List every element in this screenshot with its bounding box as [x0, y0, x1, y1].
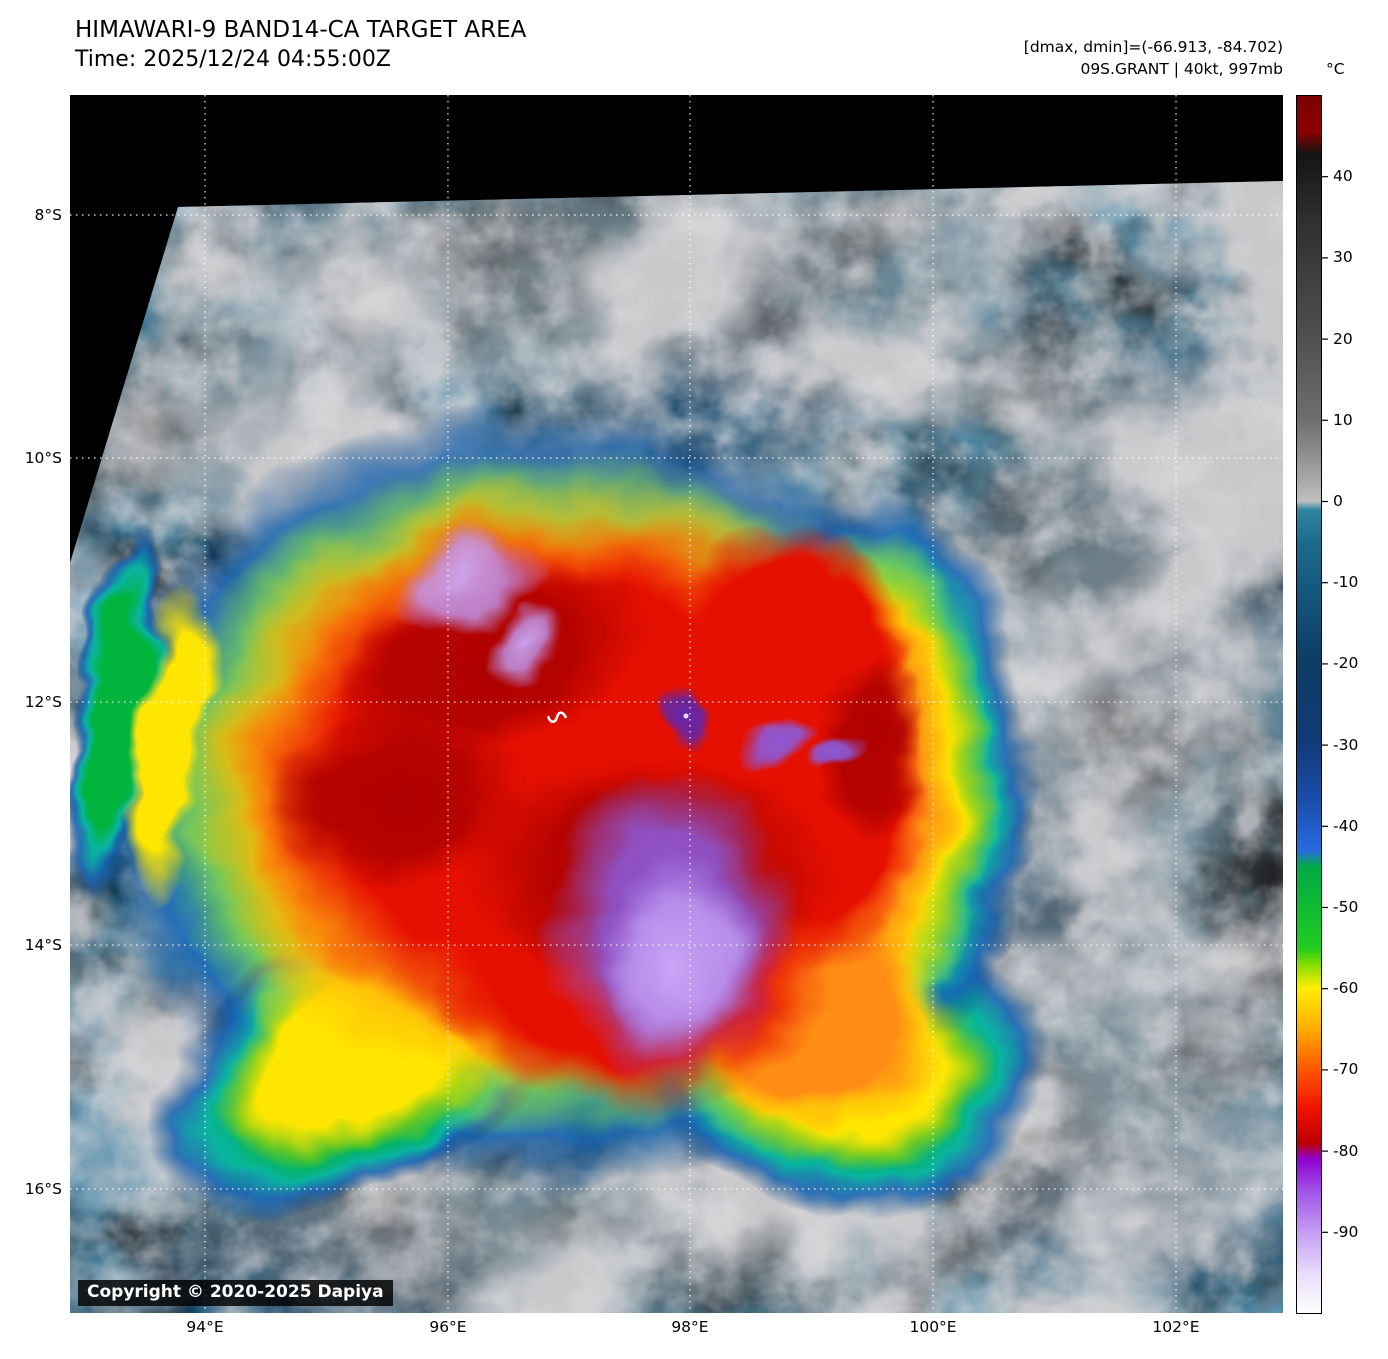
- lon-tick-label: 94°E: [186, 1318, 224, 1336]
- lat-tick-label: 16°S: [24, 1180, 62, 1198]
- figure-title: HIMAWARI-9 BAND14-CA TARGET AREA: [75, 17, 527, 43]
- satellite-image: [70, 95, 1283, 1313]
- lat-tick-label: 14°S: [24, 936, 62, 955]
- title-block: HIMAWARI-9 BAND14-CA TARGET AREA Time: 2…: [75, 16, 526, 74]
- colorbar-tick-label: 10: [1333, 410, 1353, 429]
- colorbar-tick-label: 0: [1333, 492, 1343, 510]
- colorbar: [1296, 95, 1328, 1314]
- copyright-badge: Copyright © 2020-2025 Dapiya: [78, 1280, 393, 1306]
- figure-time: Time: 2025/12/24 04:55:00Z: [75, 46, 391, 72]
- longitude-axis: 94°E 96°E 98°E 100°E 102°E: [70, 1318, 1283, 1342]
- colorbar-tick-label: 20: [1333, 329, 1353, 348]
- colorbar-tick-label: 30: [1333, 248, 1353, 267]
- colorbar-tick-label: -90: [1333, 1222, 1359, 1241]
- colorbar-labels: 40 30 20 10 0 -10 -20 -30 -40 -50 -60 -70 -80 -90: [1333, 95, 1387, 1313]
- gridlines: [70, 95, 1283, 1313]
- colorbar-tick-label: -30: [1333, 735, 1359, 754]
- colorbar-tick-label: -10: [1333, 573, 1359, 592]
- lat-tick-label: 10°S: [24, 448, 62, 467]
- lat-tick-label: 12°S: [24, 693, 62, 712]
- colorbar-tick-label: -70: [1333, 1060, 1359, 1079]
- colorbar-tick-label: -20: [1333, 654, 1359, 673]
- lon-tick-label: 102°E: [1152, 1318, 1200, 1336]
- lon-tick-label: 100°E: [909, 1318, 957, 1336]
- info-block: [dmax, dmin]=(-66.913, -84.702) 09S.GRAN…: [1024, 36, 1283, 81]
- colorbar-tick-label: 40: [1333, 167, 1353, 186]
- colorbar-gradient: [1296, 95, 1322, 1314]
- lon-tick-label: 96°E: [429, 1318, 467, 1336]
- map-plot-area: Copyright © 2020-2025 Dapiya: [70, 95, 1283, 1313]
- storm-info: 09S.GRANT | 40kt, 997mb: [1080, 60, 1283, 79]
- colorbar-unit-label: °C: [1326, 60, 1345, 78]
- colorbar-tick-label: -60: [1333, 979, 1359, 998]
- colorbar-tick-label: -40: [1333, 816, 1359, 835]
- colorbar-ticks: [1322, 176, 1328, 1233]
- dmax-dmin-readout: [dmax, dmin]=(-66.913, -84.702): [1023, 38, 1283, 56]
- cyclone-blob: [70, 400, 1046, 1221]
- latitude-axis: 8°S 10°S 12°S 14°S 16°S: [0, 95, 66, 1313]
- eye-marker: [546, 711, 689, 723]
- colorbar-tick-label: -80: [1333, 1141, 1359, 1160]
- lon-tick-label: 98°E: [671, 1318, 709, 1336]
- lat-tick-label: 8°S: [34, 205, 62, 224]
- data-region: [70, 181, 1283, 1313]
- colorbar-tick-label: -50: [1333, 898, 1359, 916]
